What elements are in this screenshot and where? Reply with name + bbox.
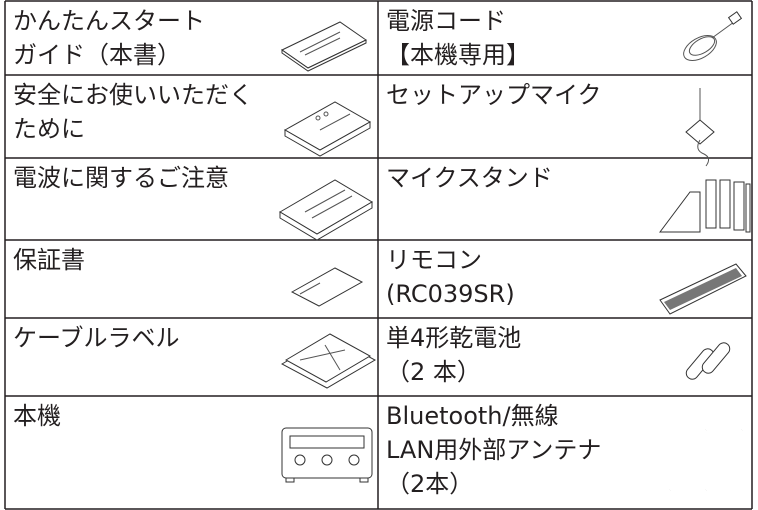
icons (279, 11, 751, 491)
cell-text: マイクスタンド (386, 164, 553, 192)
mic-stand-icon (659, 179, 751, 233)
cell-text: 単4形乾電池 (386, 324, 521, 352)
cell-text: 安全にお使いいただく (13, 81, 253, 109)
setup-mic-icon (685, 88, 715, 167)
cell-text: かんたんスタート (13, 7, 205, 35)
cell-text: (RC039SR) (386, 280, 515, 308)
batteries-icon (685, 342, 731, 380)
cell-text: ために (13, 115, 85, 143)
receiver-icon (281, 427, 373, 483)
cell-text: （2本） (386, 470, 473, 498)
cell-text: LAN用外部アンテナ (386, 436, 601, 464)
cell-text: 保証書 (13, 246, 85, 274)
cell-text: Bluetooth/無線 (386, 402, 559, 430)
table-grid (4, 0, 753, 510)
cell-text: 本機 (13, 402, 61, 430)
booklet-icon (281, 21, 367, 72)
cell-text: セットアップマイク (386, 81, 602, 109)
cell-text: 電源コード (386, 7, 506, 35)
cell-text: リモコン (386, 246, 482, 274)
antennas-icon (668, 429, 744, 491)
radio-notice-icon (279, 179, 373, 241)
cell-text: ガイド（本書） (13, 41, 181, 69)
power-cord-icon (683, 11, 743, 61)
cell-text: 【本機専用】 (386, 41, 530, 69)
cell-text: 電波に関するご注意 (13, 164, 229, 192)
remote-icon (659, 263, 747, 315)
cable-label-icon (280, 333, 377, 389)
warranty-icon (290, 267, 364, 307)
cell-text: （2 本） (386, 358, 481, 386)
cell-text: ケーブルラベル (13, 324, 180, 352)
safety-leaflet-icon (283, 101, 372, 157)
